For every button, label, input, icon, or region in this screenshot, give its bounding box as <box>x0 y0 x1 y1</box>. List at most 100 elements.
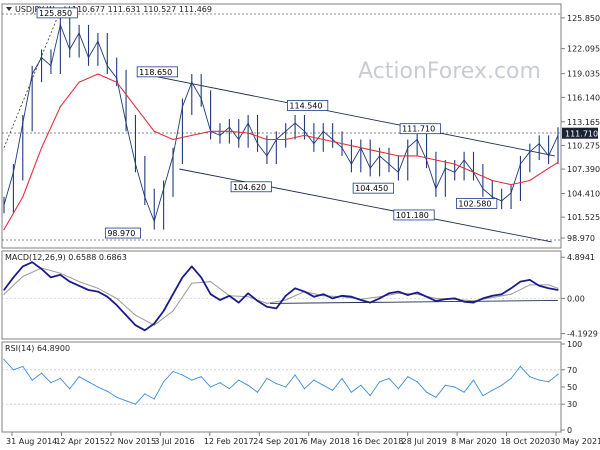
current-price-label: 111.710 <box>565 130 598 139</box>
macd-signal-point <box>435 297 437 299</box>
rsi-point <box>50 382 52 384</box>
x-tick-label: 3 Jul 2016 <box>154 437 194 446</box>
rsi-point <box>369 395 371 397</box>
price-annotation: 98.970 <box>104 227 141 239</box>
moving-average-point <box>172 138 174 141</box>
macd-signal-point <box>510 293 512 295</box>
macd-signal-point <box>3 293 5 295</box>
moving-average-point <box>3 229 5 231</box>
price-point <box>463 159 465 161</box>
macd-point <box>59 274 61 276</box>
price-annotation-box <box>136 66 178 78</box>
rsi-point <box>454 386 456 388</box>
rsi-point <box>285 386 287 388</box>
moving-average-point <box>322 138 324 141</box>
price-point <box>3 204 5 206</box>
price-annotation: 104.450 <box>352 182 394 194</box>
price-point <box>491 196 493 198</box>
price-annotation-label: 111.710 <box>402 125 435 134</box>
rsi-line <box>3 359 559 405</box>
x-tick-label: 6 May 2018 <box>303 437 350 446</box>
macd-point <box>97 291 99 293</box>
rsi-point <box>219 382 221 384</box>
macd-point <box>200 276 202 278</box>
rsi-point <box>59 377 61 379</box>
price-panel-frame <box>1 3 562 249</box>
macd-point <box>388 292 390 294</box>
moving-average-point <box>153 130 155 132</box>
channel-line <box>157 76 555 157</box>
macd-signal-point <box>172 310 174 312</box>
rsi-point <box>294 374 296 376</box>
rsi-point <box>341 377 343 379</box>
x-tick-label: 18 Oct 2020 <box>501 437 550 446</box>
moving-average-point <box>379 151 381 153</box>
price-point <box>313 143 315 145</box>
macd-point <box>285 295 287 297</box>
macd-point <box>181 276 183 278</box>
x-tick-label: 30 May 2021 <box>550 437 600 446</box>
macd-signal-point <box>379 296 381 298</box>
macd-point <box>266 306 268 308</box>
macd-point <box>3 289 5 291</box>
macd-signal-point <box>97 287 99 289</box>
macd-point <box>78 285 80 287</box>
macd-point <box>22 265 24 267</box>
macd-signal-point <box>529 284 531 286</box>
price-point <box>153 220 155 222</box>
rsi-point <box>200 376 202 378</box>
price-point <box>322 130 324 132</box>
rsi-point <box>350 391 352 393</box>
price-layer: 125.850 118.650 114.540 111.710 104.620 104.4… <box>3 7 559 243</box>
x-tick-label: 22 Nov 2015 <box>105 437 156 446</box>
macd-point <box>134 324 137 326</box>
moving-average-point <box>210 130 212 132</box>
price-point <box>294 122 296 124</box>
price-point <box>191 81 193 83</box>
macd-point <box>210 293 212 295</box>
moving-average-point <box>360 147 362 149</box>
price-point <box>303 130 306 132</box>
macd-point <box>256 300 259 302</box>
price-point <box>379 155 381 157</box>
macd-label: MACD(12,26,9) 0.6588 0.6863 <box>5 253 127 262</box>
macd-signal-point <box>247 296 249 298</box>
x-tick-label: 12 Apr 2015 <box>55 437 104 446</box>
macd-signal-point <box>416 293 418 295</box>
price-axis-tick-label: 119.035 <box>567 70 600 79</box>
macd-point <box>482 297 484 299</box>
moving-average-point <box>435 159 437 161</box>
price-point <box>388 163 390 165</box>
macd-signal-point <box>134 314 137 316</box>
price-point <box>454 171 456 173</box>
macd-point <box>219 299 221 301</box>
rsi-point <box>407 376 409 378</box>
price-point <box>69 48 71 51</box>
macd-signal-point <box>116 297 118 299</box>
rsi-point <box>266 377 268 379</box>
macd-point <box>397 291 399 293</box>
price-annotation-label: 102.580 <box>458 199 491 208</box>
price-point <box>341 147 343 149</box>
rsi-point <box>69 388 71 390</box>
price-annotation-box <box>399 123 441 135</box>
rsi-point <box>463 391 465 393</box>
rsi-axis-tick-label: 100 <box>567 340 582 349</box>
moving-average-point <box>22 196 24 198</box>
price-point <box>538 143 540 145</box>
rsi-point <box>144 393 146 395</box>
macd-signal-point <box>491 296 493 299</box>
macd-y-axis: 4.8941 0.00 -4.1929 <box>561 253 598 339</box>
price-point <box>266 155 268 157</box>
price-point <box>31 73 33 75</box>
macd-point <box>41 268 43 270</box>
price-point <box>50 65 52 67</box>
price-y-axis: 125.850 122.095 119.035 116.140 113.165 110.2… <box>561 14 600 243</box>
rsi-point <box>210 386 212 388</box>
price-axis-tick-label: 113.165 <box>567 118 600 127</box>
macd-signal-point <box>266 302 268 304</box>
price-annotation: 102.580 <box>456 198 498 209</box>
price-axis-tick-label: 116.140 <box>567 93 600 102</box>
macd-point <box>12 276 14 278</box>
